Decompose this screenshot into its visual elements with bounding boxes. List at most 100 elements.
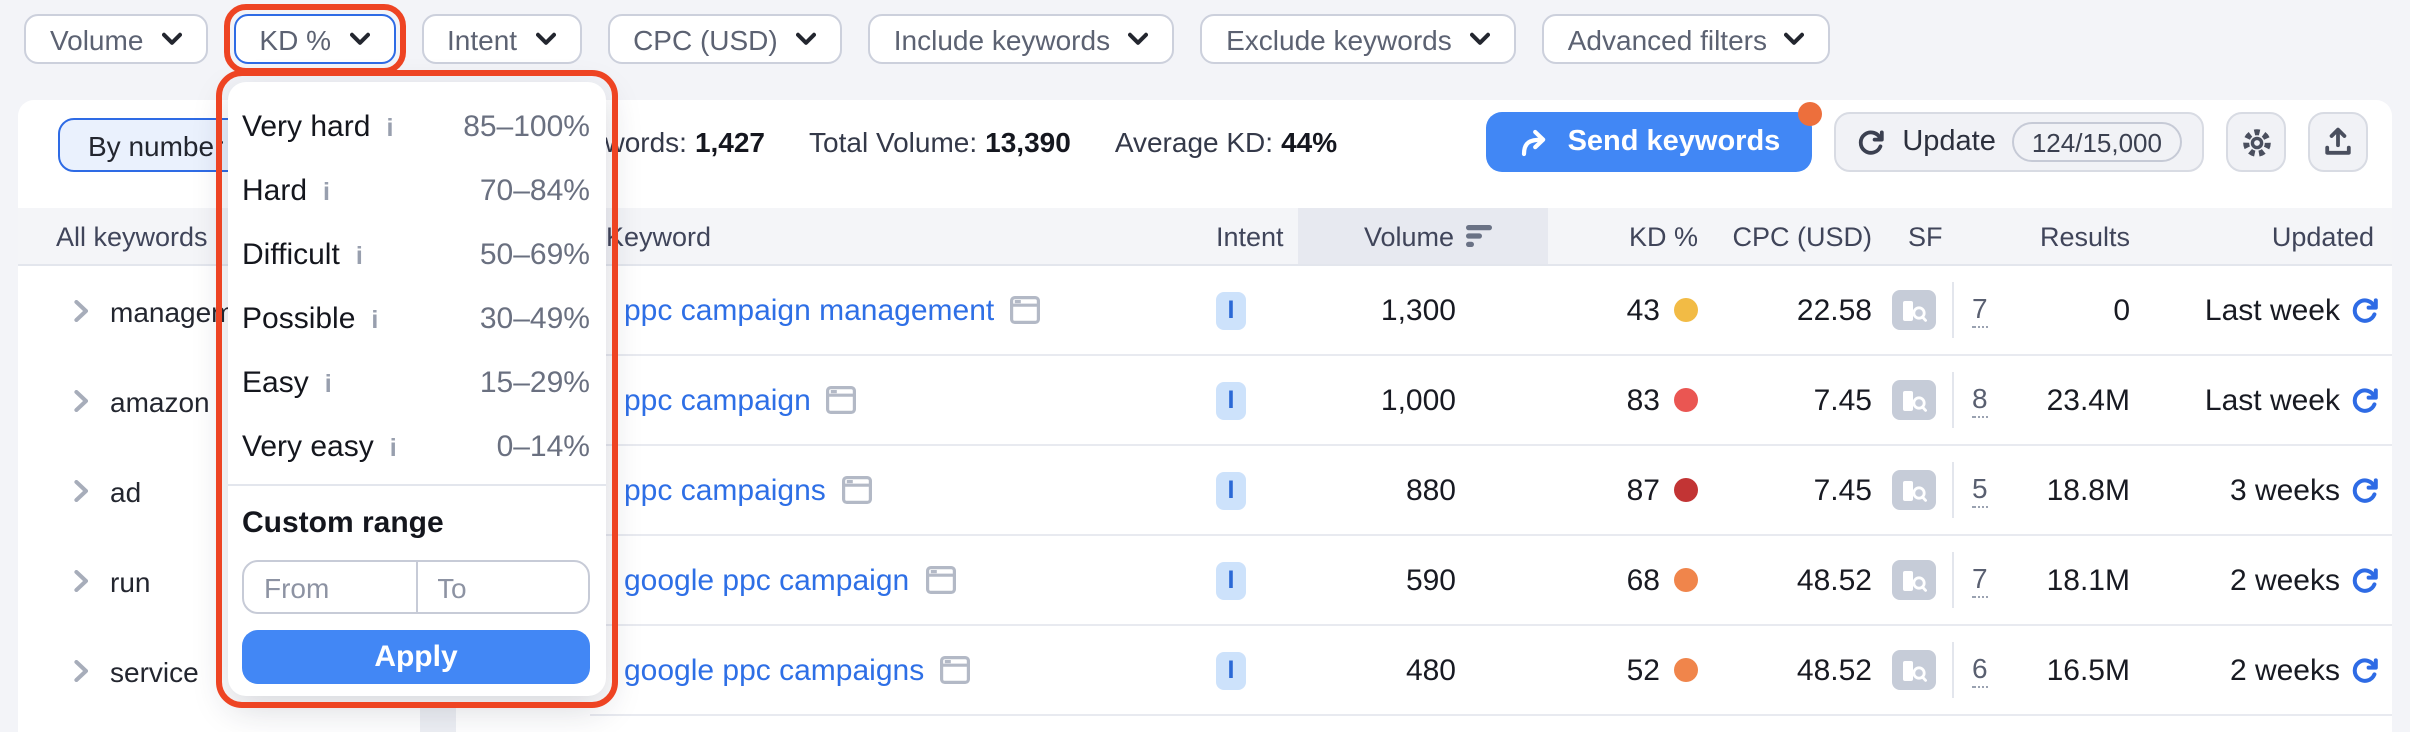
include-keywords-label: Include keywords	[893, 23, 1111, 55]
volume-filter-button[interactable]: Volume	[24, 14, 208, 64]
chevron-right-icon	[74, 570, 88, 592]
volume-value: 880	[1405, 473, 1456, 507]
keyword-link[interactable]: ppc campaign management	[624, 293, 995, 327]
refresh-icon	[1859, 129, 1885, 154]
group-item-service[interactable]: service	[18, 626, 590, 716]
header-kd: KD %	[1628, 221, 1698, 251]
divider	[1952, 372, 1954, 428]
updated-value: Last week	[2204, 293, 2340, 327]
serp-preview-button[interactable]	[1892, 380, 1936, 420]
gear-icon	[2243, 128, 2271, 156]
chevron-down-icon	[349, 32, 369, 45]
cpc-filter-label: CPC (USD)	[633, 23, 778, 55]
cpc-value: 22.58	[1796, 293, 1872, 327]
kd-option-very-easy[interactable]: Very easy i 0–14%	[242, 414, 590, 478]
sf-count[interactable]: 7	[1972, 562, 1988, 598]
intent-badge[interactable]: I	[1216, 651, 1246, 689]
divider	[1952, 642, 1954, 698]
average-kd-stat: Average KD: 44%	[1114, 125, 1338, 157]
kd-option-easy[interactable]: Easy i 15–29%	[242, 350, 590, 414]
serp-preview-button[interactable]	[1892, 290, 1936, 330]
keyword-link[interactable]: google ppc campaign	[624, 563, 910, 597]
kd-value: 43	[1626, 293, 1660, 327]
header-all-keywords[interactable]: All keywords	[56, 221, 208, 251]
update-quota-badge: 124/15,000	[2011, 122, 2182, 162]
serp-page-icon[interactable]	[841, 476, 872, 504]
updated-value: 2 weeks	[2229, 563, 2340, 597]
keyword-groups-sidebar: management amazon ad run service	[18, 266, 590, 732]
send-keywords-button[interactable]: Send keywords	[1485, 102, 1823, 172]
divider	[1952, 462, 1954, 518]
chevron-down-icon	[795, 32, 816, 45]
kd-option-very-hard[interactable]: Very hard i 85–100%	[242, 94, 590, 158]
exclude-keywords-filter-button[interactable]: Exclude keywords	[1200, 14, 1516, 64]
custom-range-title: Custom range	[242, 506, 444, 540]
keyword-link[interactable]: ppc campaigns	[624, 473, 826, 507]
advanced-filters-button[interactable]: Advanced filters	[1541, 14, 1831, 64]
kd-from-input[interactable]	[244, 562, 415, 612]
send-keywords-label: Send keywords	[1567, 126, 1781, 158]
table-row: ppc campaigns I 880 87 7.45 5 18.8M 3 we…	[590, 446, 2392, 536]
serp-page-icon[interactable]	[925, 566, 956, 594]
kd-filter-button[interactable]: KD %	[223, 4, 405, 74]
intent-badge[interactable]: I	[1216, 471, 1246, 509]
info-icon: i	[389, 433, 397, 461]
kd-option-possible[interactable]: Possible i 30–49%	[242, 286, 590, 350]
intent-badge[interactable]: I	[1216, 291, 1246, 329]
info-icon: i	[386, 113, 394, 141]
results-value: 0	[2113, 293, 2130, 327]
header-intent: Intent	[1216, 221, 1284, 251]
kd-option-difficult[interactable]: Difficult i 50–69%	[242, 222, 590, 286]
volume-value: 590	[1405, 563, 1456, 597]
refresh-icon[interactable]	[2350, 385, 2380, 415]
group-item-ad[interactable]: ad	[18, 446, 590, 536]
kd-option-range: 0–14%	[496, 429, 590, 463]
keyword-link[interactable]: ppc campaign	[624, 383, 811, 417]
table-row: google ppc campaign I 590 68 48.52 7 18.…	[590, 536, 2392, 626]
kd-difficulty-dot	[1674, 388, 1698, 412]
update-button[interactable]: Update 124/15,000	[1834, 112, 2204, 172]
sf-count[interactable]: 8	[1972, 382, 1988, 418]
serp-page-icon[interactable]	[940, 656, 971, 684]
settings-button[interactable]	[2226, 112, 2286, 172]
intent-badge[interactable]: I	[1216, 561, 1246, 599]
upload-icon	[2325, 127, 2351, 155]
cpc-filter-button[interactable]: CPC (USD)	[607, 14, 842, 64]
serp-preview-button[interactable]	[1892, 560, 1936, 600]
kd-option-hard[interactable]: Hard i 70–84%	[242, 158, 590, 222]
intent-badge[interactable]: I	[1216, 381, 1246, 419]
table-row: ppc campaign management I 1,300 43 22.58…	[590, 266, 2392, 356]
refresh-icon[interactable]	[2350, 295, 2380, 325]
refresh-icon[interactable]	[2350, 655, 2380, 685]
sf-count[interactable]: 5	[1972, 472, 1988, 508]
header-volume-sort[interactable]: Volume	[1298, 208, 1548, 264]
chevron-right-icon	[74, 390, 88, 412]
results-value: 18.1M	[2046, 563, 2130, 597]
refresh-icon[interactable]	[2350, 565, 2380, 595]
keyword-link[interactable]: google ppc campaigns	[624, 653, 925, 687]
serp-preview-button[interactable]	[1892, 470, 1936, 510]
intent-filter-label: Intent	[447, 23, 518, 55]
sf-count[interactable]: 7	[1972, 292, 1988, 328]
kd-value: 87	[1626, 473, 1660, 507]
intent-filter-button[interactable]: Intent	[421, 14, 582, 64]
kd-option-range: 15–29%	[479, 365, 590, 399]
serp-page-icon[interactable]	[1010, 296, 1041, 324]
kd-option-label: Very hard	[242, 109, 371, 143]
kd-to-input[interactable]	[415, 562, 588, 612]
serp-magnifier-icon	[1903, 480, 1928, 501]
include-keywords-filter-button[interactable]: Include keywords	[867, 14, 1175, 64]
chevron-right-icon	[74, 660, 88, 682]
kd-option-label: Very easy	[242, 429, 374, 463]
serp-preview-button[interactable]	[1892, 650, 1936, 690]
group-item-run[interactable]: run	[18, 536, 590, 626]
group-item-amazon[interactable]: amazon	[18, 356, 590, 446]
refresh-icon[interactable]	[2350, 475, 2380, 505]
serp-page-icon[interactable]	[826, 386, 857, 414]
apply-button[interactable]: Apply	[242, 630, 590, 684]
kd-difficulty-dot	[1674, 298, 1698, 322]
cpc-value: 7.45	[1813, 383, 1872, 417]
export-button[interactable]	[2308, 112, 2368, 172]
sf-count[interactable]: 6	[1972, 652, 1988, 688]
kd-option-range: 30–49%	[479, 301, 590, 335]
